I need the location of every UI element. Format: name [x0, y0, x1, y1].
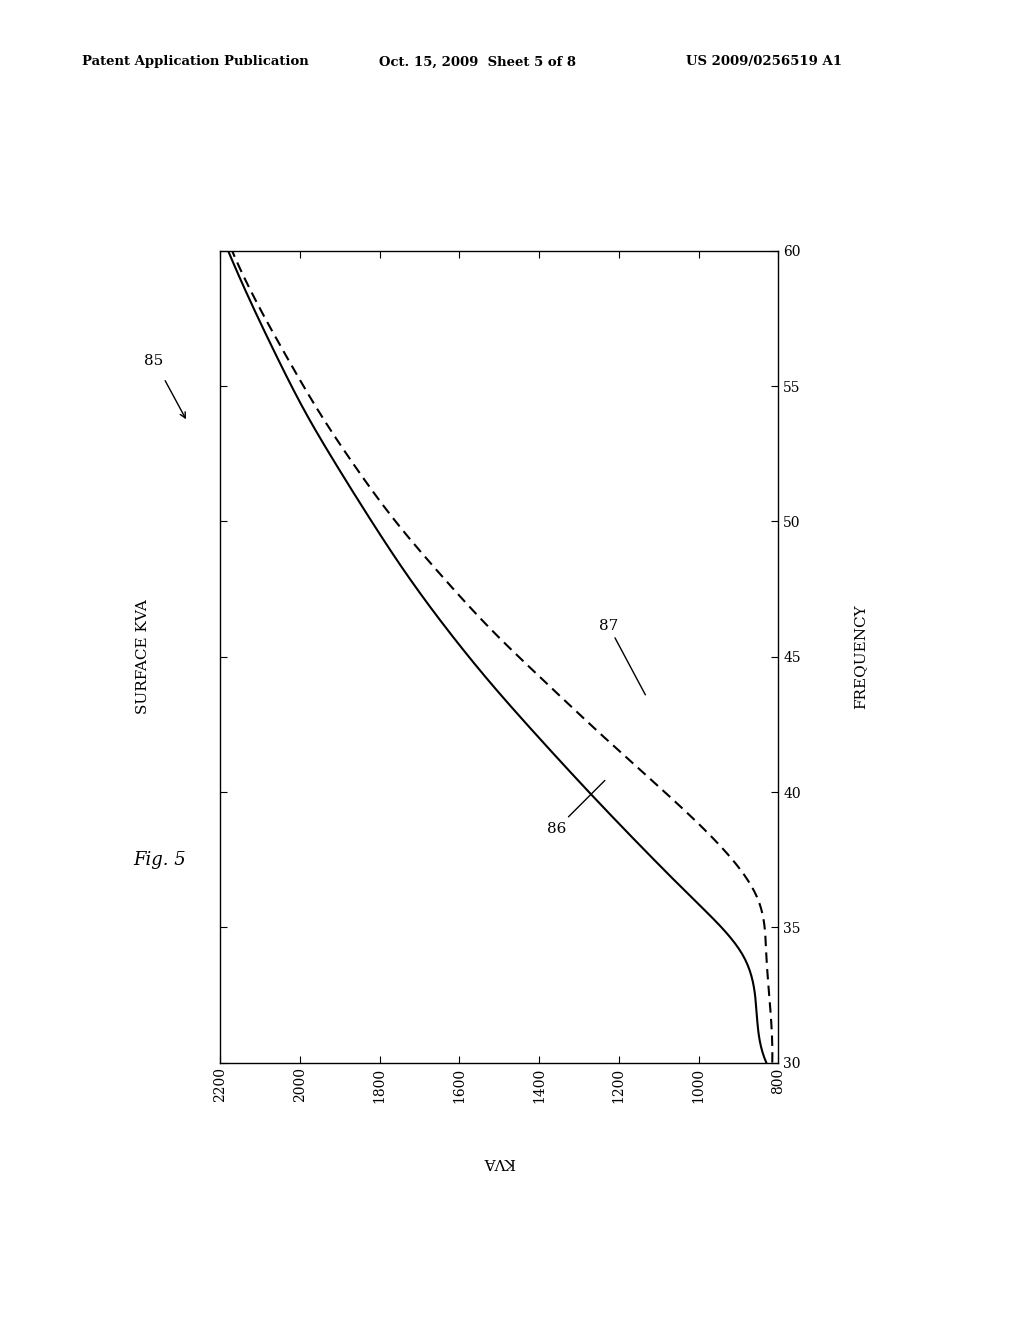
Text: 86: 86	[547, 780, 605, 836]
Text: 85: 85	[144, 354, 163, 368]
Text: Oct. 15, 2009  Sheet 5 of 8: Oct. 15, 2009 Sheet 5 of 8	[379, 55, 575, 69]
Text: SURFACE KVA: SURFACE KVA	[136, 599, 151, 714]
Text: FREQUENCY: FREQUENCY	[853, 605, 867, 709]
Text: Patent Application Publication: Patent Application Publication	[82, 55, 308, 69]
Text: Fig. 5: Fig. 5	[133, 850, 186, 869]
Text: KVA: KVA	[483, 1155, 515, 1168]
Text: US 2009/0256519 A1: US 2009/0256519 A1	[686, 55, 842, 69]
Text: 87: 87	[599, 619, 645, 694]
